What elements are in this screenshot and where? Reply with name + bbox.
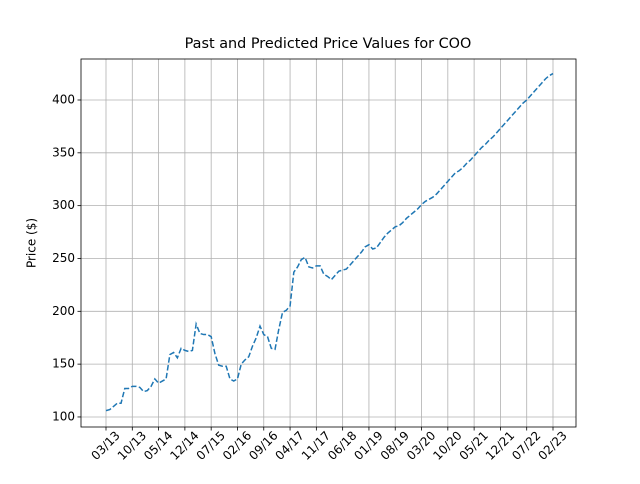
x-tick-label: 04/17: [273, 428, 307, 462]
x-tick-label: 10/20: [430, 428, 464, 462]
x-tick-label: 01/19: [351, 428, 385, 462]
x-tick-label: 12/14: [167, 428, 201, 462]
y-tick-label: 300: [52, 198, 75, 212]
x-tick-label: 02/16: [220, 428, 254, 462]
x-tick-label: 10/13: [115, 428, 149, 462]
y-tick-label: 400: [52, 92, 75, 106]
y-tick-label: 100: [52, 409, 75, 423]
price-line: [105, 72, 554, 412]
x-tick-label: 12/21: [483, 428, 517, 462]
x-tick-label: 07/15: [194, 428, 228, 462]
x-tick-label: 05/21: [457, 428, 491, 462]
plot-frame: [80, 58, 577, 428]
x-tick-label: 11/17: [299, 428, 333, 462]
y-axis-label: Price ($): [25, 218, 39, 268]
y-tick-label: 350: [52, 145, 75, 159]
x-tick-label: 08/19: [378, 428, 412, 462]
y-tick-label: 150: [52, 357, 75, 371]
x-tick-label: 02/23: [535, 428, 569, 462]
y-tick-label: 200: [52, 304, 75, 318]
x-tick-label: 06/18: [325, 428, 359, 462]
x-tick-label: 03/20: [404, 428, 438, 462]
y-tick-label: 250: [52, 251, 75, 265]
x-tick-label: 07/22: [509, 428, 543, 462]
x-tick-label: 03/13: [88, 428, 122, 462]
chart-title: Past and Predicted Price Values for COO: [185, 36, 472, 52]
x-tick-label: 09/16: [246, 428, 280, 462]
x-tick-label: 05/14: [141, 428, 175, 462]
